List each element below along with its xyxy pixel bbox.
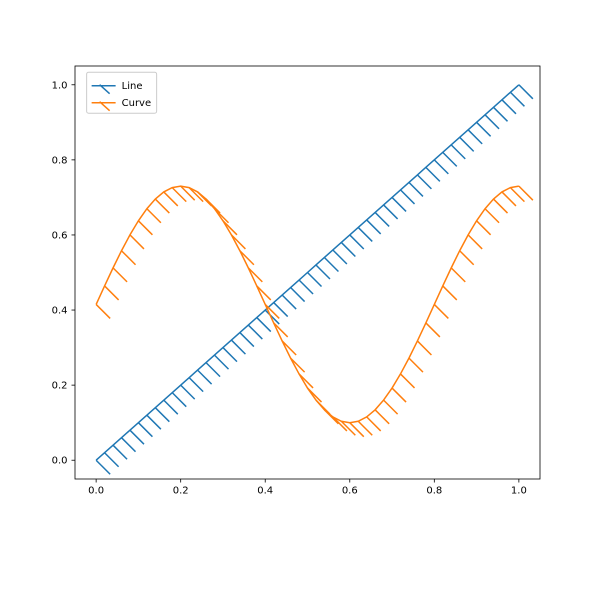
y-tick-label: 0.6 (52, 230, 68, 241)
x-tick-label: 0.4 (257, 486, 273, 497)
x-tick-label: 0.2 (173, 486, 189, 497)
chart-svg: 0.0 0.2 0.4 0.6 0.8 1.0 0.0 0.2 0.4 0.6 0.8 1.0 Line… (0, 0, 600, 600)
y-tick-label: 1.0 (52, 80, 68, 91)
x-tick-label: 0.6 (342, 486, 358, 497)
x-tick-label: 0.0 (88, 486, 104, 497)
y-tick-label: 0.0 (52, 456, 68, 467)
x-tick-label: 1.0 (511, 486, 527, 497)
legend: Line Curve (87, 72, 157, 113)
y-tick-label: 0.8 (52, 155, 68, 166)
legend-label: Curve (122, 98, 152, 109)
chart-figure: 0.0 0.2 0.4 0.6 0.8 1.0 0.0 0.2 0.4 0.6 0.8 1.0 Line… (0, 0, 600, 600)
x-tick-label: 0.8 (426, 486, 442, 497)
legend-label: Line (122, 81, 143, 92)
y-tick-label: 0.4 (52, 306, 68, 317)
y-tick-label: 0.2 (52, 381, 68, 392)
